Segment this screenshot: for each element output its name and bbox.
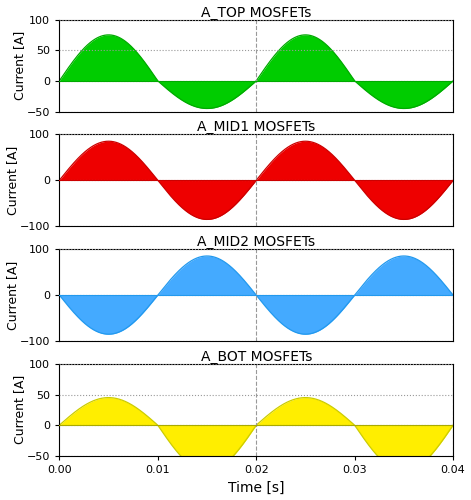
Title: A_MID1 MOSFETs: A_MID1 MOSFETs	[197, 120, 315, 134]
Y-axis label: Current [A]: Current [A]	[6, 260, 18, 330]
Y-axis label: Current [A]: Current [A]	[13, 31, 25, 100]
Title: A_MID2 MOSFETs: A_MID2 MOSFETs	[197, 235, 315, 249]
Y-axis label: Current [A]: Current [A]	[6, 146, 18, 215]
Title: A_BOT MOSFETs: A_BOT MOSFETs	[201, 350, 312, 364]
X-axis label: Time [s]: Time [s]	[228, 480, 284, 494]
Title: A_TOP MOSFETs: A_TOP MOSFETs	[201, 6, 311, 20]
Y-axis label: Current [A]: Current [A]	[13, 375, 25, 444]
